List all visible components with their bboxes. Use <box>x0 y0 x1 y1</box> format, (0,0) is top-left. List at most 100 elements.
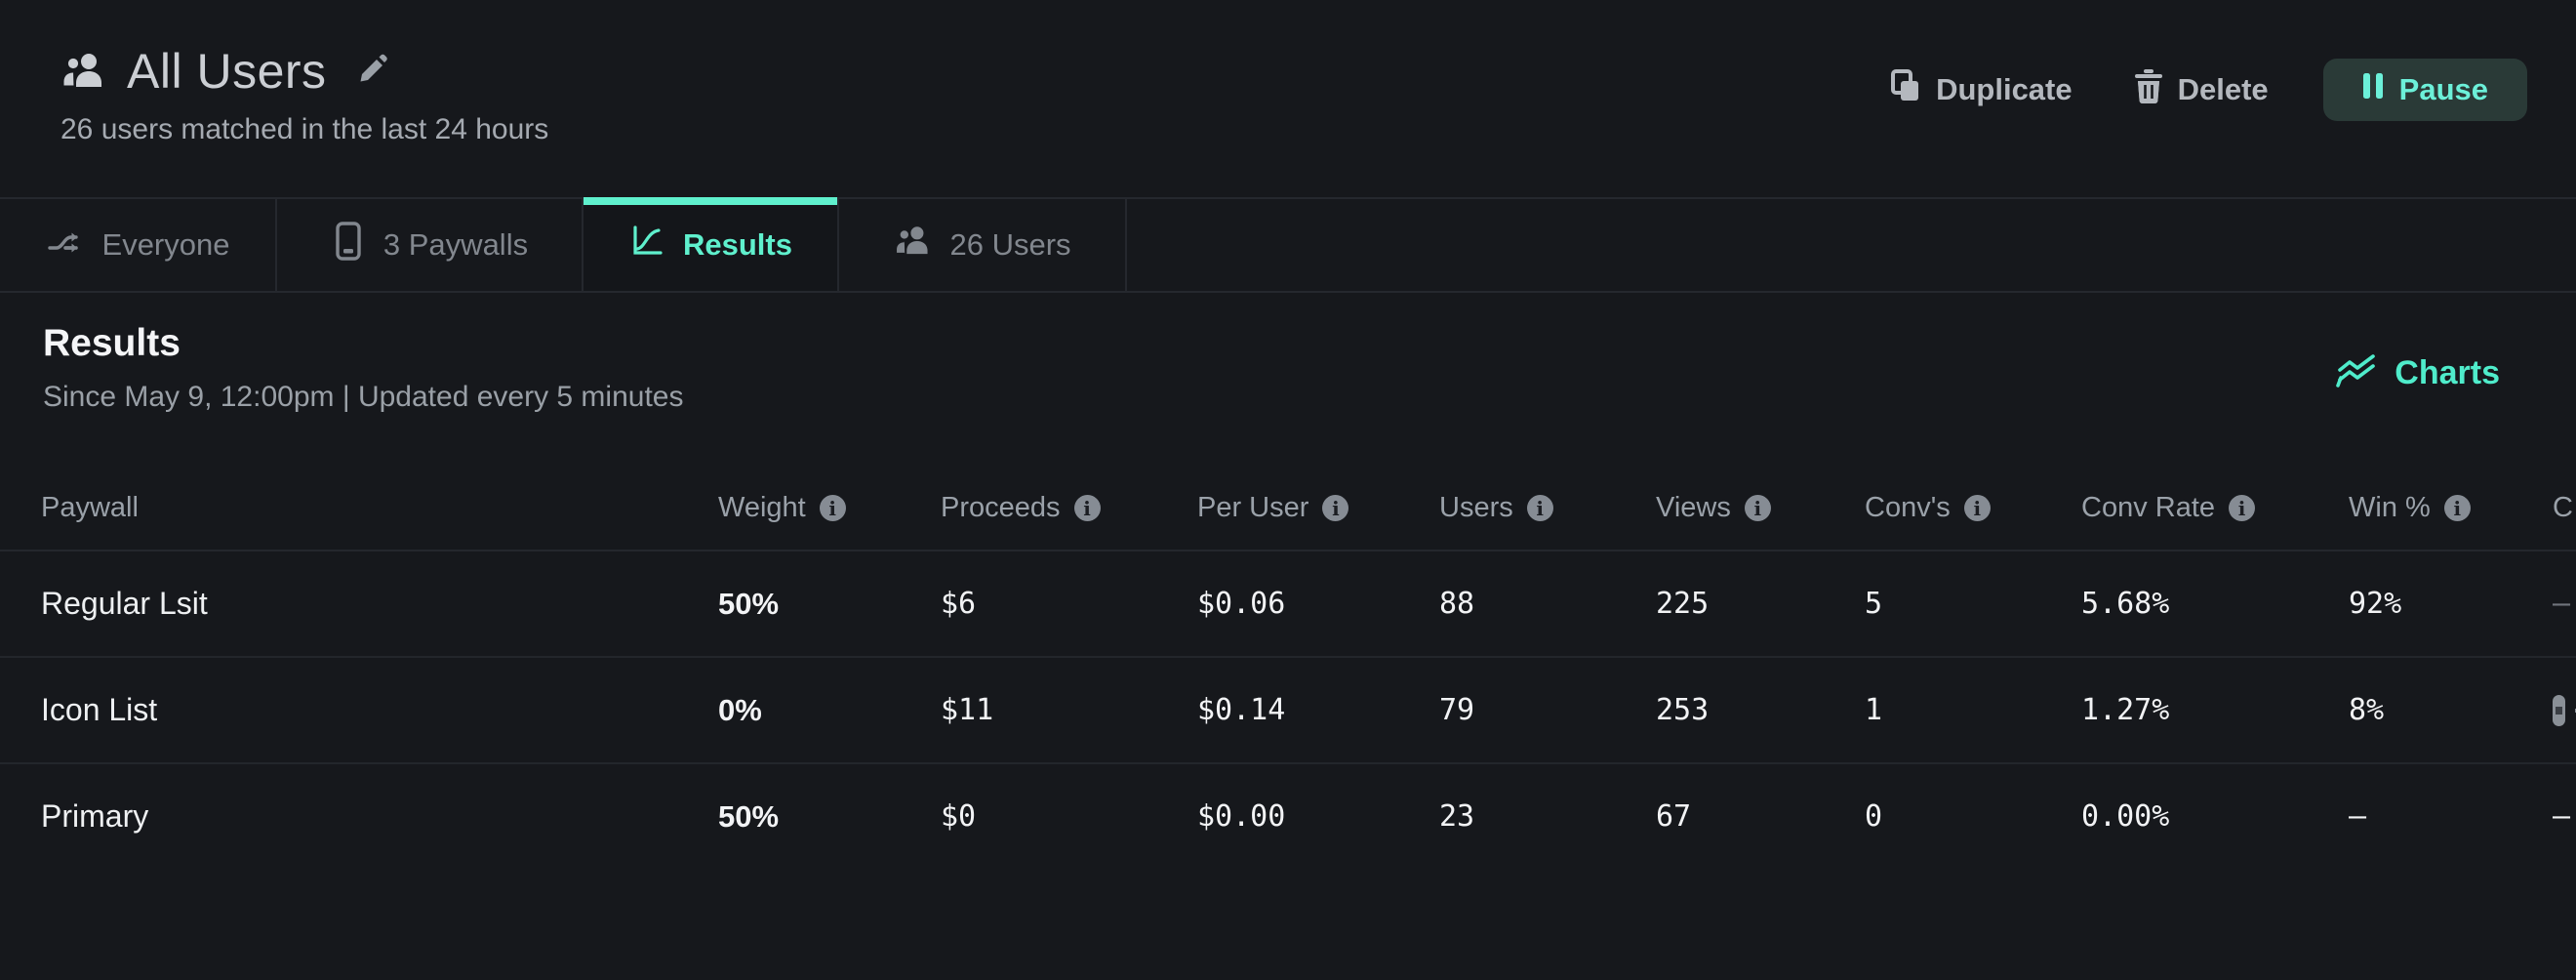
cell-paywall: Primary <box>41 798 718 835</box>
table-header-row: Paywall Weighti Proceedsi Per Useri User… <box>0 467 2576 551</box>
cell-per-user: $0.06 <box>1197 587 1439 621</box>
line-chart-icon <box>628 223 665 267</box>
info-icon[interactable]: i <box>1964 495 1991 521</box>
cell-users: 79 <box>1439 693 1656 727</box>
users-icon <box>893 224 932 266</box>
tab-label: Everyone <box>102 227 230 263</box>
cell-conv-rate: 0.00% <box>2081 799 2349 834</box>
active-tab-indicator <box>584 197 837 205</box>
delete-button[interactable]: Delete <box>2115 59 2286 121</box>
table-row[interactable]: Regular Lsit 50% $6 $0.06 88 225 5 5.68%… <box>0 551 2576 658</box>
cell-win: 92% <box>2349 587 2553 621</box>
cell-paywall: Regular Lsit <box>41 586 718 622</box>
cell-weight: 50% <box>718 587 941 622</box>
info-icon[interactable]: i <box>1745 495 1771 521</box>
phone-icon <box>331 221 366 269</box>
col-label: Per User <box>1197 492 1308 524</box>
col-weight: Weighti <box>718 492 941 524</box>
cell-proceeds: $0 <box>941 799 1197 834</box>
pencil-icon <box>354 53 389 91</box>
cell-convs: 5 <box>1865 587 2081 621</box>
pause-label: Pause <box>2399 72 2488 107</box>
charts-zigzag-icon <box>2334 349 2379 397</box>
cell-convs: 0 <box>1865 799 2081 834</box>
trash-icon <box>2133 68 2164 111</box>
results-updated-text: Since May 9, 12:00pm | Updated every 5 m… <box>43 381 683 414</box>
audience-dashboard: All Users 26 users matched in the last 2… <box>0 0 2576 980</box>
shuffle-icon <box>46 222 85 268</box>
col-per-user: Per User i <box>1197 492 1439 524</box>
cell-per-user: $0.14 <box>1197 693 1439 727</box>
col-paywall: Paywall <box>41 492 718 524</box>
duplicate-button[interactable]: Duplicate <box>1872 59 2090 121</box>
cell-proceeds: $6 <box>941 587 1197 621</box>
col-label: Paywall <box>41 492 139 524</box>
delete-label: Delete <box>2178 72 2269 107</box>
col-label: Views <box>1656 492 1731 524</box>
tab-label: 26 Users <box>949 227 1070 263</box>
cell-conv-rate: 1.27% <box>2081 693 2349 727</box>
header: All Users 26 users matched in the last 2… <box>0 0 2576 197</box>
info-icon[interactable]: i <box>2444 495 2471 521</box>
col-conv-rate: Conv Rate i <box>2081 492 2349 524</box>
tab-results[interactable]: Results <box>584 199 839 291</box>
cell-convs: 1 <box>1865 693 2081 727</box>
cell-paywall: Icon List <box>41 692 718 728</box>
col-win: Win % i <box>2349 492 2553 524</box>
cell-win: – <box>2349 799 2553 834</box>
info-icon[interactable]: i <box>1322 495 1348 521</box>
tab-users[interactable]: 26 Users <box>839 199 1127 291</box>
tab-label: Results <box>683 227 792 263</box>
header-actions: Duplicate Delete <box>1872 59 2527 121</box>
cell-views: 67 <box>1656 799 1865 834</box>
tab-bar: Everyone 3 Paywalls Results <box>0 197 2576 293</box>
cell-win: 8% <box>2349 693 2553 727</box>
col-label: Conv Rate <box>2081 492 2215 524</box>
col-views: Viewsi <box>1656 492 1865 524</box>
tab-paywalls[interactable]: 3 Paywalls <box>277 199 584 291</box>
col-label: Conv's <box>1865 492 1951 524</box>
matched-users-subtitle: 26 users matched in the last 24 hours <box>60 113 548 146</box>
results-section-header: Results Since May 9, 12:00pm | Updated e… <box>43 322 2506 414</box>
info-icon[interactable]: i <box>820 495 846 521</box>
col-proceeds: Proceeds i <box>941 492 1197 524</box>
users-icon <box>60 50 105 93</box>
page-title: All Users <box>127 43 327 100</box>
col-users: Usersi <box>1439 492 1656 524</box>
col-label: Win % <box>2349 492 2431 524</box>
tab-label: 3 Paywalls <box>383 227 528 263</box>
col-label: C <box>2553 492 2573 524</box>
cell-proceeds: $11 <box>941 693 1197 727</box>
col-conf-clipped: C <box>2553 492 2576 524</box>
cell-views: 253 <box>1656 693 1865 727</box>
cell-views: 225 <box>1656 587 1865 621</box>
copy-icon <box>1889 68 1922 111</box>
cell-conf: — <box>2553 799 2576 834</box>
col-label: Proceeds <box>941 492 1061 524</box>
cell-users: 23 <box>1439 799 1656 834</box>
edit-title-button[interactable] <box>348 47 395 97</box>
charts-label: Charts <box>2395 354 2500 392</box>
info-icon[interactable]: i <box>2229 495 2255 521</box>
info-icon[interactable]: i <box>1527 495 1553 521</box>
cell-per-user: $0.00 <box>1197 799 1439 834</box>
scroll-handle[interactable] <box>2553 695 2565 726</box>
cell-conf <box>2553 658 2576 762</box>
cell-users: 88 <box>1439 587 1656 621</box>
tab-everyone[interactable]: Everyone <box>0 199 277 291</box>
charts-button[interactable]: Charts <box>2328 347 2506 398</box>
info-icon[interactable]: i <box>1074 495 1101 521</box>
col-convs: Conv's i <box>1865 492 2081 524</box>
results-heading: Results <box>43 322 683 365</box>
cell-weight: 50% <box>718 799 941 835</box>
pause-icon <box>2362 72 2384 107</box>
col-label: Weight <box>718 492 806 524</box>
pause-button[interactable]: Pause <box>2323 59 2527 121</box>
cell-conv-rate: 5.68% <box>2081 587 2349 621</box>
cell-conf: – <box>2553 587 2576 621</box>
table-row[interactable]: Icon List 0% $11 $0.14 79 253 1 1.27% 8% <box>0 658 2576 764</box>
table-row[interactable]: Primary 50% $0 $0.00 23 67 0 0.00% – — <box>0 764 2576 869</box>
duplicate-label: Duplicate <box>1936 72 2073 107</box>
col-label: Users <box>1439 492 1513 524</box>
cell-weight: 0% <box>718 693 941 728</box>
